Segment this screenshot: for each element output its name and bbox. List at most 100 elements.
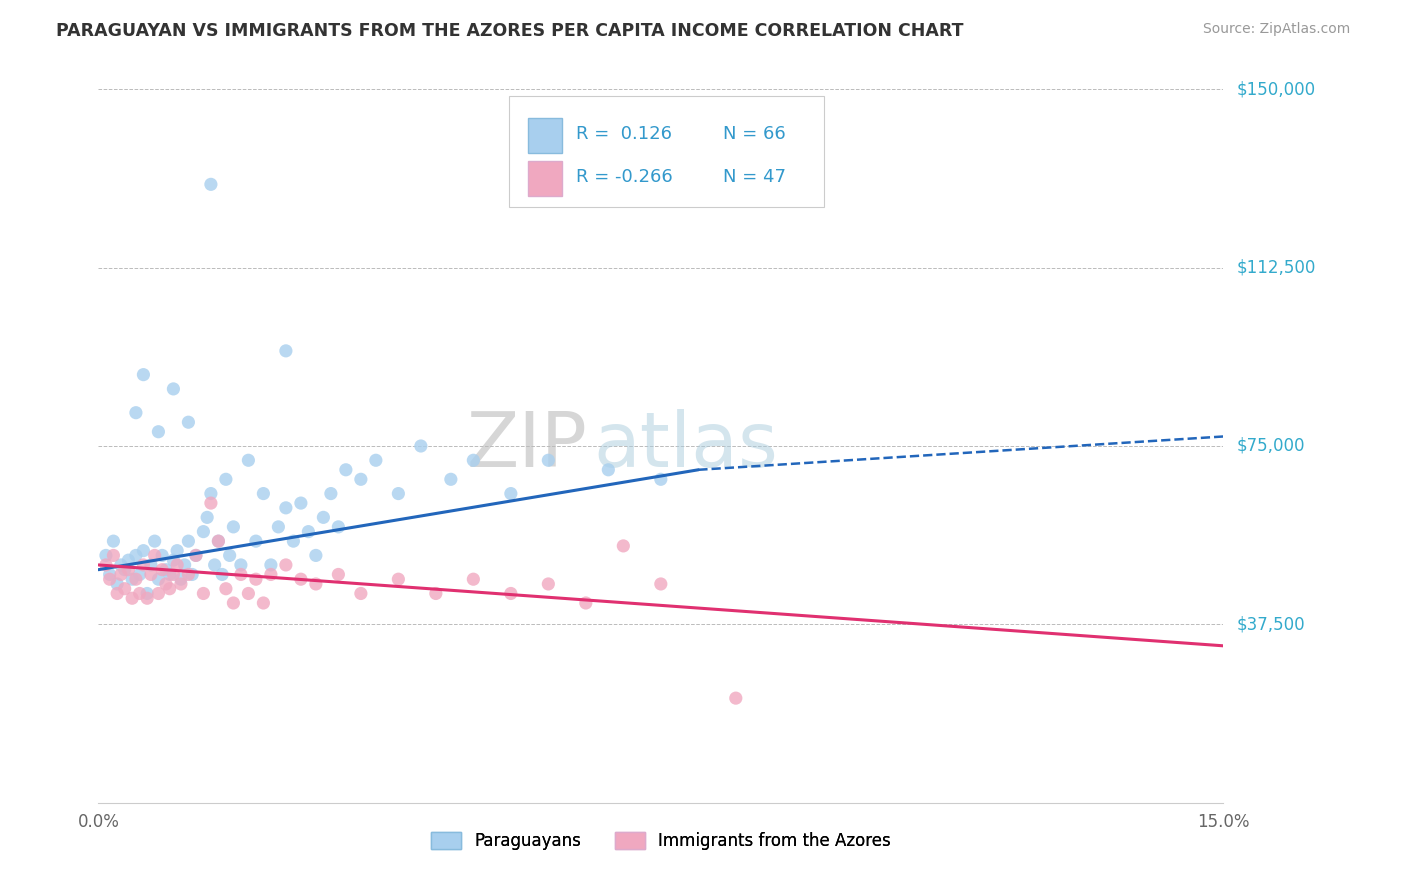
Point (252, 486, 274, 500)
Point (409, 439, 432, 453)
Point (170, 572, 193, 586)
Point (150, 563, 173, 577)
Point (612, 539, 634, 553)
Point (364, 453, 387, 467)
Point (98, 567, 121, 582)
Point (328, 567, 350, 582)
Point (162, 567, 184, 582)
Point (387, 486, 409, 500)
Point (537, 577, 560, 591)
Point (184, 549, 207, 563)
Point (215, 472, 238, 486)
Point (207, 534, 229, 549)
Point (105, 577, 128, 591)
Point (181, 567, 204, 582)
Point (499, 486, 522, 500)
Text: PARAGUAYAN VS IMMIGRANTS FROM THE AZORES PER CAPITA INCOME CORRELATION CHART: PARAGUAYAN VS IMMIGRANTS FROM THE AZORES… (56, 22, 963, 40)
Point (103, 534, 125, 549)
Point (128, 586, 150, 600)
Point (283, 534, 305, 549)
Point (177, 567, 200, 582)
Point (177, 534, 200, 549)
Point (125, 406, 148, 420)
Point (335, 463, 357, 477)
FancyBboxPatch shape (529, 161, 562, 196)
Point (184, 549, 207, 563)
Point (136, 586, 159, 600)
Point (114, 582, 136, 596)
Point (350, 472, 373, 486)
Point (245, 572, 267, 586)
Point (650, 577, 672, 591)
Point (132, 558, 155, 572)
Point (218, 549, 240, 563)
Point (290, 496, 312, 510)
Text: N = 47: N = 47 (723, 168, 786, 186)
Point (136, 591, 159, 606)
Point (143, 534, 166, 549)
Point (200, 486, 222, 500)
Point (328, 520, 350, 534)
Point (177, 415, 200, 429)
Point (200, 496, 222, 510)
Point (114, 563, 136, 577)
Point (297, 524, 319, 539)
Point (207, 534, 229, 549)
Text: ZIP: ZIP (467, 409, 588, 483)
Text: $37,500: $37,500 (1237, 615, 1306, 633)
Point (125, 549, 148, 563)
Point (105, 586, 128, 600)
Point (139, 558, 162, 572)
Point (195, 510, 218, 524)
Text: Source: ZipAtlas.com: Source: ZipAtlas.com (1202, 22, 1350, 37)
Point (193, 586, 215, 600)
Point (537, 453, 560, 467)
Text: $112,500: $112,500 (1237, 259, 1316, 277)
Point (222, 520, 245, 534)
Point (121, 591, 143, 606)
Point (143, 549, 166, 563)
Point (200, 178, 222, 192)
Legend: Paraguayans, Immigrants from the Azores: Paraguayans, Immigrants from the Azores (423, 824, 898, 859)
Point (312, 510, 335, 524)
Point (125, 572, 148, 586)
Point (117, 563, 139, 577)
Point (162, 382, 184, 396)
Point (94, 558, 117, 572)
Text: R =  0.126: R = 0.126 (576, 125, 672, 143)
FancyBboxPatch shape (509, 96, 824, 207)
Point (260, 567, 283, 582)
Point (162, 553, 184, 567)
Point (319, 486, 342, 500)
Point (159, 582, 181, 596)
Point (166, 543, 188, 558)
Point (148, 425, 170, 439)
Point (229, 558, 252, 572)
Point (290, 572, 312, 586)
Point (305, 549, 328, 563)
Text: $75,000: $75,000 (1237, 437, 1306, 455)
Point (260, 558, 283, 572)
FancyBboxPatch shape (529, 118, 562, 153)
Point (159, 567, 181, 582)
Point (139, 567, 162, 582)
Point (150, 549, 173, 563)
Point (148, 572, 170, 586)
Point (350, 586, 373, 600)
Text: atlas: atlas (593, 409, 778, 483)
Point (110, 567, 132, 582)
Point (650, 472, 672, 486)
Point (166, 558, 188, 572)
Text: $150,000: $150,000 (1237, 80, 1316, 98)
Point (724, 691, 747, 706)
Point (229, 567, 252, 582)
Point (193, 524, 215, 539)
Point (245, 534, 267, 549)
Point (132, 368, 155, 382)
Point (170, 577, 193, 591)
Point (425, 586, 447, 600)
Point (215, 582, 238, 596)
Point (94, 549, 117, 563)
Point (267, 520, 290, 534)
Point (463, 453, 485, 467)
